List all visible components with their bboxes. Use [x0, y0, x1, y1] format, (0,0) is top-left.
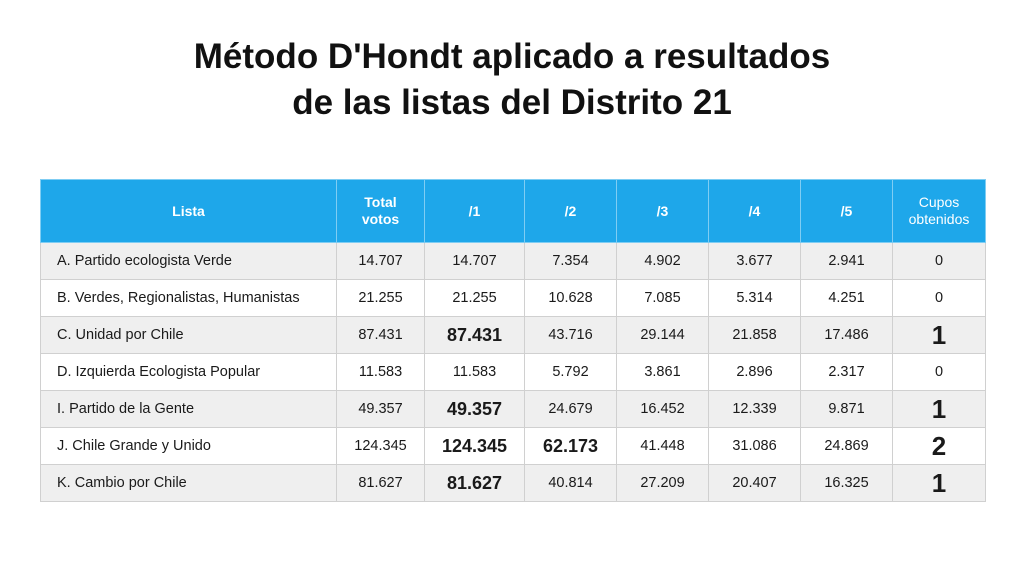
- cell-div-1-seat: 81.627: [424, 464, 525, 502]
- cell-div-3: 3.861: [616, 353, 709, 391]
- cell-div-3: 4.902: [616, 242, 709, 280]
- cell-cupos: 0: [892, 279, 986, 317]
- cell-total: 124.345: [336, 427, 425, 465]
- cell-cupos: 1: [892, 390, 986, 428]
- cell-total: 81.627: [336, 464, 425, 502]
- header-total-line2: votos: [361, 211, 400, 227]
- header-div-3: /3: [616, 179, 709, 243]
- cell-div-3: 29.144: [616, 316, 709, 354]
- cell-div-2: 24.679: [524, 390, 617, 428]
- table-row: C. Unidad por Chile 87.431 87.431 43.716…: [40, 316, 986, 354]
- cell-lista: K. Cambio por Chile: [40, 464, 337, 502]
- cell-div-3: 7.085: [616, 279, 709, 317]
- title-line-1: Método D'Hondt aplicado a resultados: [193, 37, 831, 76]
- cell-div-4: 5.314: [708, 279, 801, 317]
- cell-div-1: 21.255: [424, 279, 525, 317]
- cell-div-5: 4.251: [800, 279, 893, 317]
- cell-div-2: 7.354: [524, 242, 617, 280]
- cell-div-2: 10.628: [524, 279, 617, 317]
- header-total-votos: Total votos: [336, 179, 425, 243]
- header-cupos-line2: obtenidos: [908, 211, 970, 227]
- page-title: Método D'Hondt aplicado a resultados de …: [0, 34, 1024, 126]
- cell-div-1-seat: 124.345: [424, 427, 525, 465]
- cell-cupos: 1: [892, 464, 986, 502]
- header-cupos: Cupos obtenidos: [892, 179, 986, 243]
- header-div-4: /4: [708, 179, 801, 243]
- cell-div-2-seat: 62.173: [524, 427, 617, 465]
- cell-div-1: 14.707: [424, 242, 525, 280]
- cell-div-2: 40.814: [524, 464, 617, 502]
- cell-lista: J. Chile Grande y Unido: [40, 427, 337, 465]
- cell-div-1-seat: 87.431: [424, 316, 525, 354]
- cell-lista: B. Verdes, Regionalistas, Humanistas: [40, 279, 337, 317]
- cell-total: 87.431: [336, 316, 425, 354]
- header-cupos-line1: Cupos: [918, 194, 960, 210]
- table-row: B. Verdes, Regionalistas, Humanistas 21.…: [40, 279, 986, 317]
- table-row: A. Partido ecologista Verde 14.707 14.70…: [40, 242, 986, 280]
- cell-lista: I. Partido de la Gente: [40, 390, 337, 428]
- cell-div-4: 12.339: [708, 390, 801, 428]
- cell-total: 21.255: [336, 279, 425, 317]
- cell-div-4: 20.407: [708, 464, 801, 502]
- title-line-2: de las listas del Distrito 21: [292, 83, 732, 122]
- cell-total: 49.357: [336, 390, 425, 428]
- cell-div-3: 41.448: [616, 427, 709, 465]
- cell-cupos: 0: [892, 353, 986, 391]
- cell-div-2: 5.792: [524, 353, 617, 391]
- cell-div-4: 2.896: [708, 353, 801, 391]
- cell-div-5: 2.941: [800, 242, 893, 280]
- cell-div-4: 31.086: [708, 427, 801, 465]
- table-row: D. Izquierda Ecologista Popular 11.583 1…: [40, 353, 986, 391]
- cell-div-1-seat: 49.357: [424, 390, 525, 428]
- cell-div-1: 11.583: [424, 353, 525, 391]
- header-div-1: /1: [424, 179, 525, 243]
- cell-div-5: 2.317: [800, 353, 893, 391]
- cell-div-5: 16.325: [800, 464, 893, 502]
- header-row: Lista Total votos /1 /2 /3 /4 /5 Cupos o…: [40, 179, 986, 243]
- cell-cupos: 0: [892, 242, 986, 280]
- table-row: I. Partido de la Gente 49.357 49.357 24.…: [40, 390, 986, 428]
- cell-div-2: 43.716: [524, 316, 617, 354]
- table-row: J. Chile Grande y Unido 124.345 124.345 …: [40, 427, 986, 465]
- cell-lista: A. Partido ecologista Verde: [40, 242, 337, 280]
- cell-cupos: 2: [892, 427, 986, 465]
- table-row: K. Cambio por Chile 81.627 81.627 40.814…: [40, 464, 986, 502]
- cell-div-4: 21.858: [708, 316, 801, 354]
- cell-div-5: 17.486: [800, 316, 893, 354]
- cell-div-4: 3.677: [708, 242, 801, 280]
- cell-cupos: 1: [892, 316, 986, 354]
- cell-div-5: 9.871: [800, 390, 893, 428]
- cell-lista: D. Izquierda Ecologista Popular: [40, 353, 337, 391]
- header-lista: Lista: [40, 179, 337, 243]
- cell-div-3: 27.209: [616, 464, 709, 502]
- cell-total: 14.707: [336, 242, 425, 280]
- cell-div-3: 16.452: [616, 390, 709, 428]
- cell-div-5: 24.869: [800, 427, 893, 465]
- dhondt-table: Lista Total votos /1 /2 /3 /4 /5 Cupos o…: [40, 179, 986, 502]
- cell-total: 11.583: [336, 353, 425, 391]
- header-total-line1: Total: [364, 194, 397, 210]
- header-div-2: /2: [524, 179, 617, 243]
- cell-lista: C. Unidad por Chile: [40, 316, 337, 354]
- header-div-5: /5: [800, 179, 893, 243]
